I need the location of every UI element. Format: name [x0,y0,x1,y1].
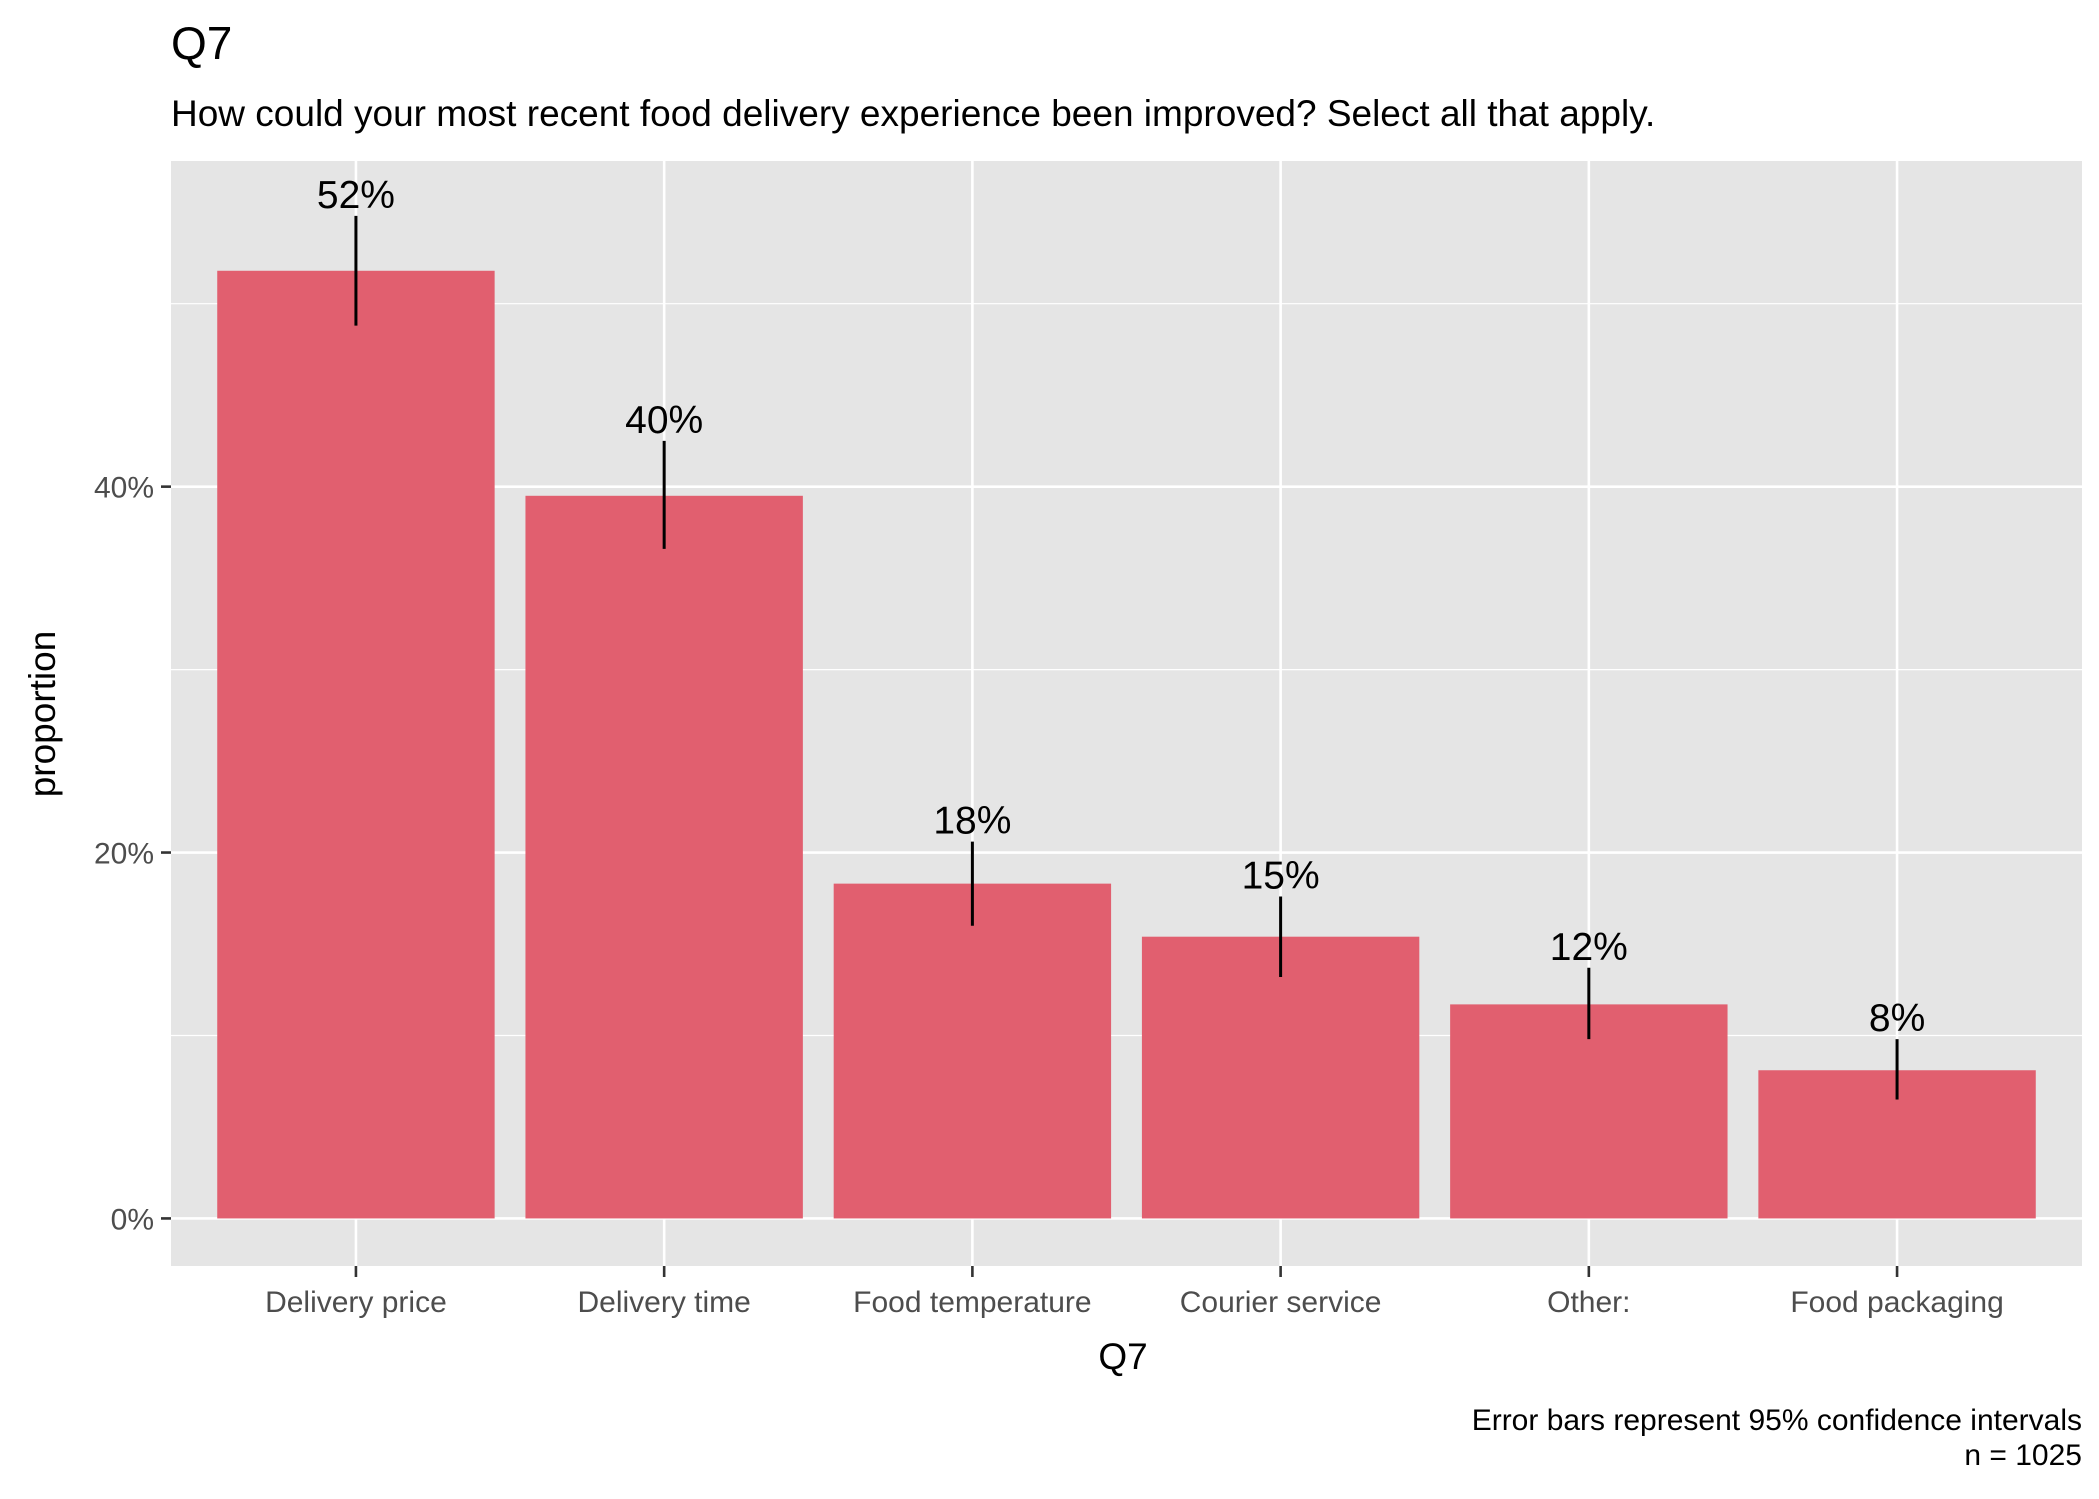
x-tick-label: Food packaging [1790,1286,2004,1319]
bar [217,270,495,1219]
caption-line: n = 1025 [1964,1439,2082,1472]
y-tick-label: 40% [94,472,154,505]
data-labels-layer: 52% 40% 18% 15% 12% 8% [317,174,1925,1040]
chart-title: Q7 [171,17,232,69]
bars-layer [217,270,2036,1219]
bar [1450,1004,1728,1219]
x-tick-label: Delivery time [577,1286,750,1319]
caption-line: Error bars represent 95% confidence inte… [1472,1404,2082,1437]
data-label: 8% [1869,997,1925,1040]
y-tick-label: 20% [94,838,154,871]
data-label: 18% [933,800,1011,843]
x-axis: Delivery price Delivery time Food temperat… [265,1266,2004,1319]
y-tick-label: 0% [111,1203,154,1236]
chart-subtitle: How could your most recent food delivery… [171,93,1655,134]
x-tick-label: Delivery price [265,1286,447,1319]
y-axis: 0% 20% 40% [94,472,171,1236]
x-tick-label: Courier service [1180,1286,1382,1319]
data-label: 12% [1550,926,1628,969]
data-label: 15% [1242,854,1320,897]
chart-caption: Error bars represent 95% confidence inte… [1472,1404,2082,1472]
x-tick-label: Other: [1547,1286,1630,1319]
bar [525,495,803,1219]
x-tick-label: Food temperature [853,1286,1091,1319]
bar [833,883,1112,1219]
error-bars-layer [354,215,1899,1100]
data-label: 52% [317,174,395,217]
data-label: 40% [625,399,703,442]
x-axis-title: Q7 [1098,1336,1147,1377]
bar [1141,936,1420,1219]
y-axis-title: proportion [22,631,63,798]
